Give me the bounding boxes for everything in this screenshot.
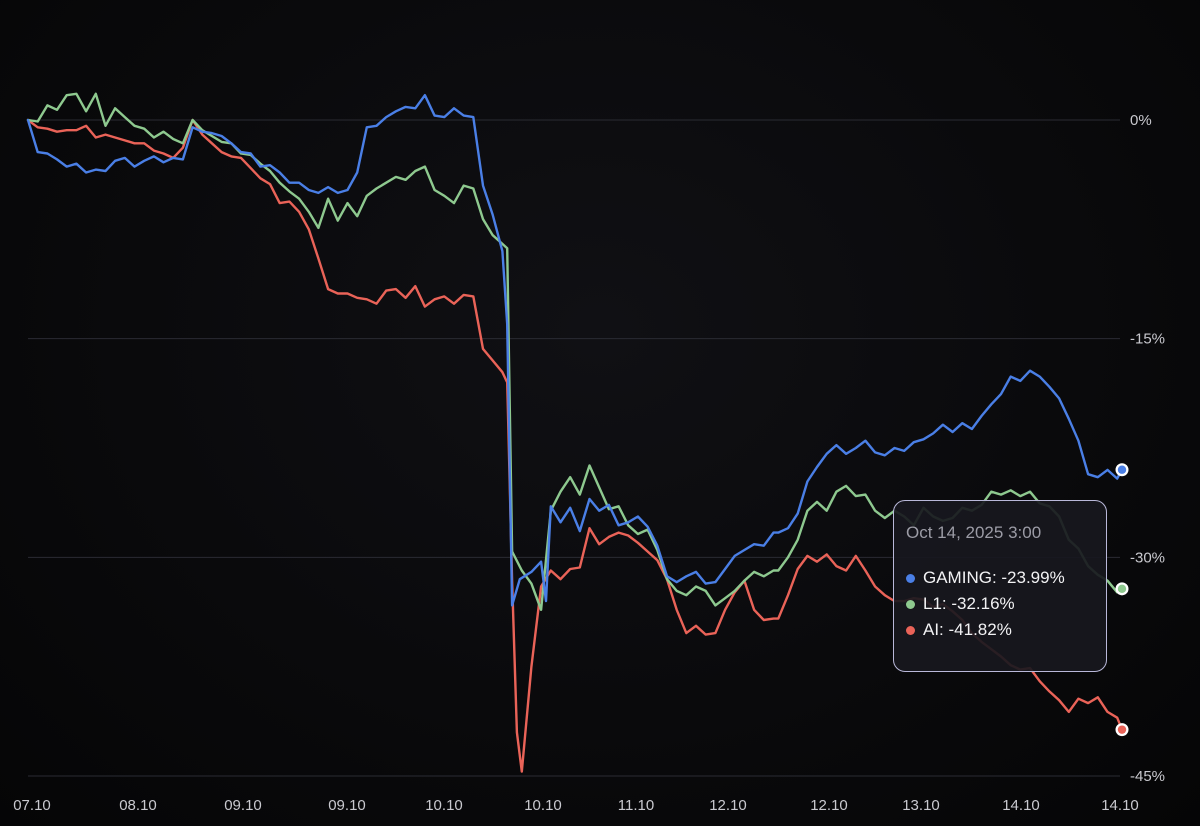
series-line-ai <box>26 118 1124 773</box>
x-tick-label: 07.10 <box>13 797 51 814</box>
end-marker-l1 <box>1117 584 1127 594</box>
y-tick-label: -45% <box>1130 768 1165 785</box>
tooltip-row-gaming: GAMING: -23.99% <box>906 565 1094 591</box>
y-tick-label: 0% <box>1130 112 1152 129</box>
tooltip-gaming-value: GAMING: -23.99% <box>923 568 1065 587</box>
x-tick-label: 14.10 <box>1002 797 1040 814</box>
x-tick-label: 09.10 <box>328 797 366 814</box>
y-tick-label: -15% <box>1130 331 1165 348</box>
y-tick-label: -30% <box>1130 549 1165 566</box>
ai-dot-icon <box>906 625 915 635</box>
end-marker-gaming <box>1117 465 1127 474</box>
hover-tooltip: Oct 14, 2025 3:00 GAMING: -23.99% L1: -3… <box>893 500 1107 672</box>
tooltip-ai-value: AI: -41.82% <box>923 620 1012 639</box>
x-tick-label: 08.10 <box>119 797 157 814</box>
x-tick-label: 12.10 <box>709 797 747 814</box>
l1-dot-icon <box>906 599 915 609</box>
x-tick-label: 12.10 <box>810 797 848 814</box>
x-tick-label: 10.10 <box>524 797 562 814</box>
x-tick-label: 13.10 <box>902 797 940 814</box>
end-marker-ai <box>1117 725 1127 734</box>
x-tick-label: 14.10 <box>1101 797 1139 814</box>
x-tick-label: 11.10 <box>618 797 654 814</box>
x-tick-label: 09.10 <box>224 797 262 814</box>
gaming-dot-icon <box>906 573 915 583</box>
tooltip-l1-value: L1: -32.16% <box>923 594 1015 613</box>
tooltip-title: Oct 14, 2025 3:00 <box>906 523 1042 542</box>
tooltip-row-ai: AI: -41.82% <box>906 617 1094 643</box>
series-line-gaming <box>26 94 1124 607</box>
tooltip-row-l1: L1: -32.16% <box>906 591 1094 617</box>
x-tick-label: 10.10 <box>425 797 463 814</box>
